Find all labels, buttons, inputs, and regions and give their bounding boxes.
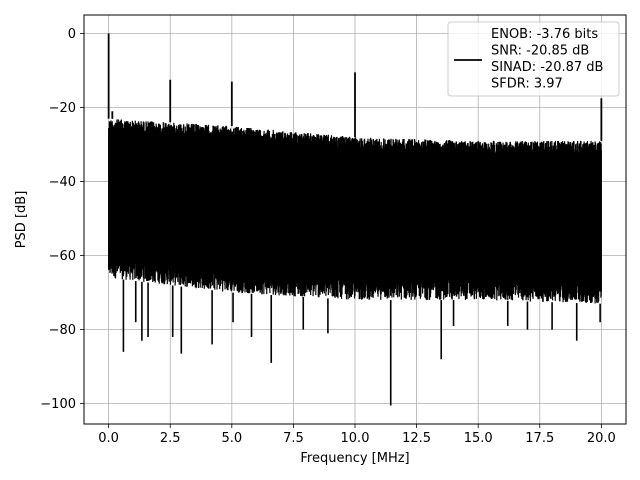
x-tick-label: 17.5	[525, 431, 554, 446]
x-tick-label: 0.0	[98, 431, 119, 446]
legend-label: ENOB: -3.76 bits SNR: -20.85 dB SINAD: -…	[491, 27, 608, 92]
y-tick-label: −80	[49, 323, 76, 338]
x-tick-label: 5.0	[221, 431, 242, 446]
x-tick-label: 15.0	[464, 431, 493, 446]
legend-sfdr: SFDR: 3.97	[491, 77, 563, 92]
legend: ENOB: -3.76 bits SNR: -20.85 dB SINAD: -…	[447, 21, 620, 97]
x-tick-label: 7.5	[283, 431, 304, 446]
legend-sinad: SINAD: -20.87 dB	[491, 60, 603, 75]
plot-area	[107, 33, 603, 406]
y-tick-label: −20	[49, 101, 76, 116]
x-tick-label: 2.5	[160, 431, 181, 446]
legend-box	[447, 21, 620, 97]
y-axis-title: PSD [dB]	[14, 191, 29, 249]
y-tick-label: −100	[40, 397, 76, 412]
legend-snr: SNR: -20.85 dB	[491, 44, 589, 59]
y-tick-label: 0	[68, 27, 76, 42]
x-tick-label: 12.5	[402, 431, 431, 446]
x-tick-label: 20.0	[587, 431, 616, 446]
y-tick-label: −40	[49, 175, 76, 190]
y-tick-label: −60	[49, 249, 76, 264]
axis-ticks: 0.0 2.5 5.0 7.5 10.0 12.5 15.0 17.5 20.0 0 −20 −40 −…	[40, 27, 616, 446]
x-tick-label: 10.0	[341, 431, 370, 446]
psd-trace	[108, 119, 602, 304]
legend-enob: ENOB: -3.76 bits	[491, 27, 598, 42]
x-axis-title: Frequency [MHz]	[300, 451, 409, 466]
